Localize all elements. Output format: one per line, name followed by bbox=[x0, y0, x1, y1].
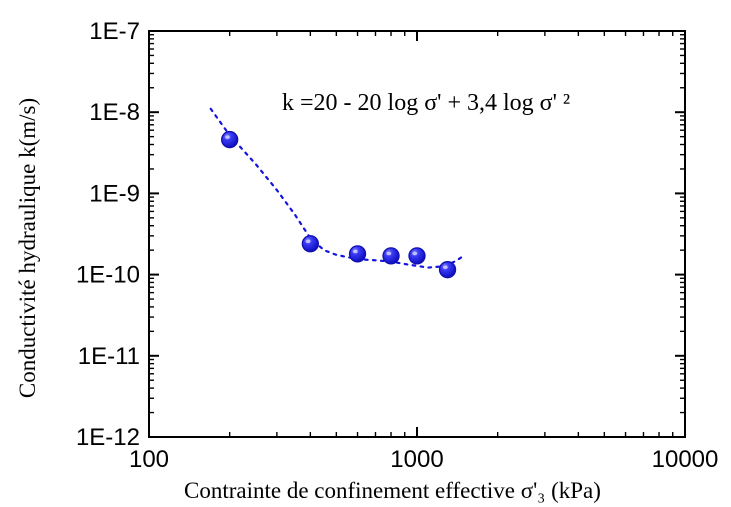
y-tick-label: 1E-9 bbox=[89, 180, 140, 207]
data-point bbox=[348, 245, 367, 263]
data-point bbox=[438, 261, 457, 279]
data-point-highlight bbox=[305, 239, 311, 244]
data-point-marker bbox=[408, 247, 426, 265]
data-point-marker bbox=[438, 261, 457, 279]
data-point bbox=[408, 247, 426, 265]
fit-layer bbox=[209, 107, 466, 269]
data-point bbox=[301, 235, 320, 253]
y-axis-title: Conductivité hydraulique k(m/s) bbox=[15, 98, 40, 398]
data-point-marker bbox=[348, 245, 367, 263]
y-tick-label: 1E-10 bbox=[76, 262, 140, 289]
x-tick-label: 10000 bbox=[652, 446, 719, 473]
equation-annotation: k =20 - 20 log σ' + 3,4 log σ' ² bbox=[282, 90, 570, 116]
fit-curve bbox=[209, 107, 466, 269]
data-point-highlight bbox=[386, 251, 392, 256]
data-point-marker bbox=[221, 130, 239, 149]
x-tick-label: 100 bbox=[129, 446, 169, 473]
data-point bbox=[382, 247, 400, 265]
data-point bbox=[221, 130, 239, 149]
x-tick-label: 1000 bbox=[390, 446, 443, 473]
data-point-marker bbox=[301, 235, 320, 253]
y-tick-label: 1E-7 bbox=[89, 18, 140, 45]
x-axis-title: Contrainte de confinement effective σ'₃ … bbox=[184, 478, 601, 503]
data-point-highlight bbox=[442, 265, 448, 270]
y-tick-label: 1E-11 bbox=[78, 343, 140, 370]
y-tick-label: 1E-12 bbox=[76, 424, 140, 451]
y-tick-label: 1E-8 bbox=[89, 99, 140, 126]
data-point-highlight bbox=[225, 135, 230, 139]
data-point-highlight bbox=[412, 251, 418, 256]
data-point-marker bbox=[382, 247, 400, 265]
data-point-highlight bbox=[352, 249, 358, 254]
points-layer bbox=[221, 130, 457, 279]
